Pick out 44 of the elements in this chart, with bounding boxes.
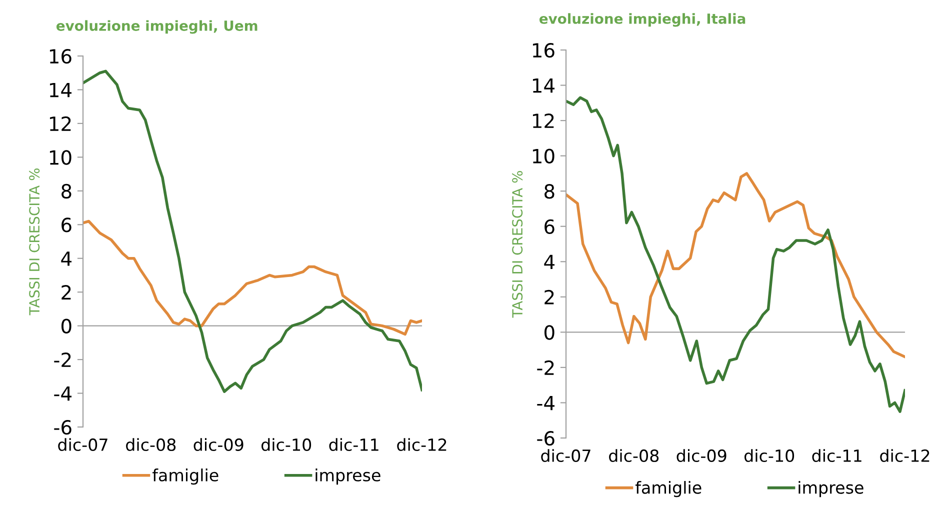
y-tick-label: -4: [537, 396, 554, 410]
y-tick-label: 6: [544, 219, 554, 234]
chart-title: evoluzione impieghi, Italia: [539, 13, 746, 27]
y-tick-label: 8: [62, 184, 72, 199]
y-tick-label: -2: [537, 360, 554, 375]
y-tick-label: 0: [61, 318, 72, 334]
y-tick-label: 14: [50, 82, 72, 98]
y-tick-label: 14: [532, 78, 554, 93]
y-axis-title: TASSI DI CRESCITA %: [512, 171, 523, 318]
y-tick-label: -4: [54, 386, 72, 401]
y-tick-label: 8: [544, 184, 554, 199]
y-tick-label: 4: [544, 254, 554, 270]
x-tick-label: dic-07: [58, 438, 108, 452]
y-tick-label: 12: [532, 114, 554, 128]
x-tick-label: dic-08: [126, 438, 176, 452]
y-tick-label: 4: [61, 252, 72, 266]
x-tick-label: dic-10: [744, 449, 794, 462]
x-tick-label: dic-11: [812, 449, 862, 462]
y-tick-label: -6: [54, 420, 72, 435]
chart-title: evoluzione impieghi, Uem: [56, 20, 258, 34]
y-tick-label: 0: [544, 325, 554, 340]
x-tick-label: dic-12: [880, 449, 930, 462]
y-tick-label: 6: [62, 218, 72, 232]
y-tick-label: 12: [50, 116, 71, 131]
y-tick-label: 16: [50, 48, 72, 64]
y-tick-label: -2: [54, 352, 71, 367]
y-tick-label: 2: [544, 290, 554, 304]
y-tick-label: 16: [532, 42, 554, 58]
legend-label: famiglie: [152, 468, 218, 485]
legend-label: imprese: [798, 480, 864, 498]
legend-label: famiglie: [635, 480, 702, 498]
y-tick-label: 10: [50, 150, 72, 165]
y-tick-label: 2: [62, 285, 71, 300]
x-tick-label: dic-07: [541, 449, 590, 462]
x-tick-label: dic-10: [261, 438, 312, 452]
x-tick-label: dic-09: [194, 438, 244, 452]
x-tick-label: dic-09: [676, 449, 726, 462]
y-tick-label: -6: [537, 430, 554, 446]
y-axis-title: TASSI DI CRESCITA %: [29, 168, 40, 316]
x-tick-label: dic-11: [329, 438, 378, 452]
x-tick-label: dic-08: [609, 449, 659, 462]
legend-label: imprese: [316, 468, 380, 485]
x-tick-label: dic-12: [397, 438, 446, 452]
y-tick-label: 10: [532, 148, 554, 164]
